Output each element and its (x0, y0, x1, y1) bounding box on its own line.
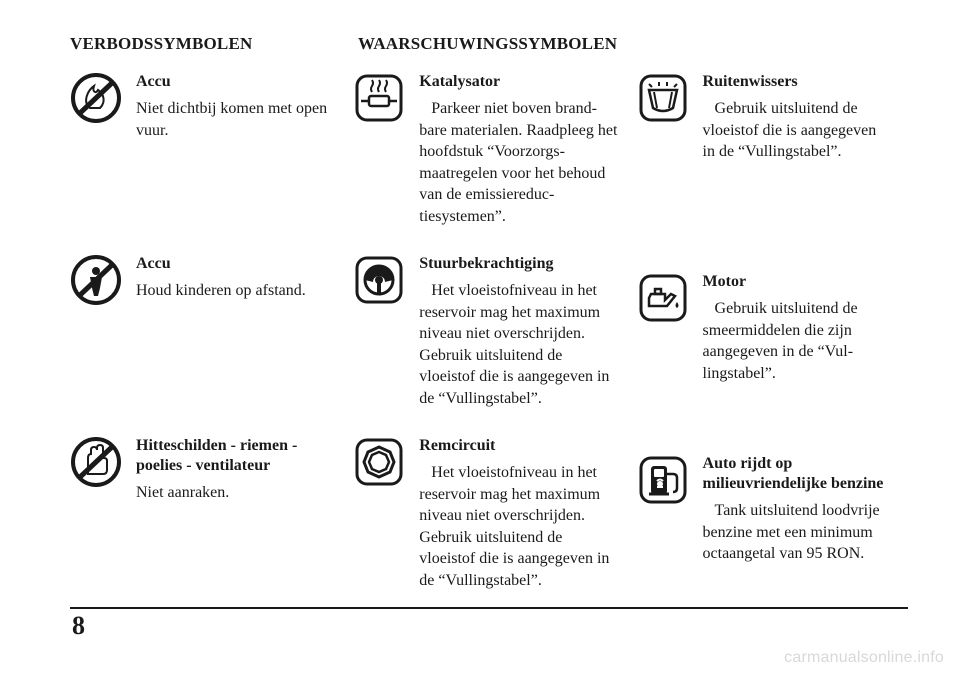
item-title: Auto rijdt op milieuvriendelijke benzine (703, 454, 890, 494)
item-title: Katalysator (419, 72, 618, 92)
item-title: Hitteschilden - riemen - poelies - venti… (136, 436, 335, 476)
column-warning-1: Katalysator Parkeer niet boven brand­bar… (353, 72, 636, 636)
oil-can-icon (637, 272, 689, 324)
item-title: Ruitenwissers (703, 72, 890, 92)
heading-right: WAARSCHUWINGSSYMBOLEN (358, 34, 617, 54)
item-engine-oil: Motor Gebruik uitsluitend de smeermiddel… (637, 272, 908, 442)
item-accu-children: Accu Houd kinderen op afstand. (70, 254, 353, 424)
item-body: Houd kinderen op afstand. (136, 280, 306, 302)
footer-rule (70, 607, 908, 609)
steering-wheel-icon (353, 254, 405, 306)
item-heat-shields: Hitteschilden - riemen - poelies - venti… (70, 436, 353, 606)
column-prohibition: Accu Niet dichtbij komen met open vuur. … (70, 72, 353, 636)
item-body: Gebruik uitsluitend de vloeistof die is … (703, 98, 890, 163)
item-body: Het vloeistofniveau in het reservoir mag… (419, 280, 618, 410)
watermark-text: carmanualsonline.info (784, 649, 944, 667)
item-title: Remcircuit (419, 436, 618, 456)
heading-left: VERBODSSYMBOLEN (70, 34, 358, 54)
item-body: Parkeer niet boven brand­bare materialen… (419, 98, 618, 228)
item-catalyst: Katalysator Parkeer niet boven brand­bar… (353, 72, 636, 242)
item-power-steering: Stuurbekrachtiging Het vloeistofniveau i… (353, 254, 636, 424)
catalyst-icon (353, 72, 405, 124)
fuel-pump-icon (637, 454, 689, 506)
item-brake-circuit: Remcircuit Het vloeistofniveau in het re… (353, 436, 636, 606)
item-body: Het vloeistofniveau in het reservoir mag… (419, 462, 618, 592)
no-flame-icon (70, 72, 122, 124)
no-hand-icon (70, 436, 122, 488)
item-body: Niet dichtbij komen met open vuur. (136, 98, 335, 141)
item-wipers: Ruitenwissers Gebruik uitsluitend de vlo… (637, 72, 908, 242)
document-page: VERBODSSYMBOLEN WAARSCHUWINGSSYMBOLEN Ac… (0, 0, 960, 677)
item-title: Accu (136, 254, 306, 274)
item-body: Niet aanraken. (136, 482, 335, 504)
column-warning-2: Ruitenwissers Gebruik uitsluitend de vlo… (637, 72, 908, 636)
no-children-icon (70, 254, 122, 306)
item-accu-flame: Accu Niet dichtbij komen met open vuur. (70, 72, 353, 242)
wipers-icon (637, 72, 689, 124)
brake-icon (353, 436, 405, 488)
item-body: Gebruik uitsluitend de smeermiddelen die… (703, 298, 890, 384)
item-unleaded-fuel: Auto rijdt op milieuvriendelijke benzine… (637, 454, 908, 624)
item-title: Accu (136, 72, 335, 92)
item-title: Motor (703, 272, 890, 292)
item-body: Tank uitsluitend loodvrije benzine met e… (703, 500, 890, 565)
page-number: 8 (72, 611, 85, 641)
item-title: Stuurbekrachtiging (419, 254, 618, 274)
